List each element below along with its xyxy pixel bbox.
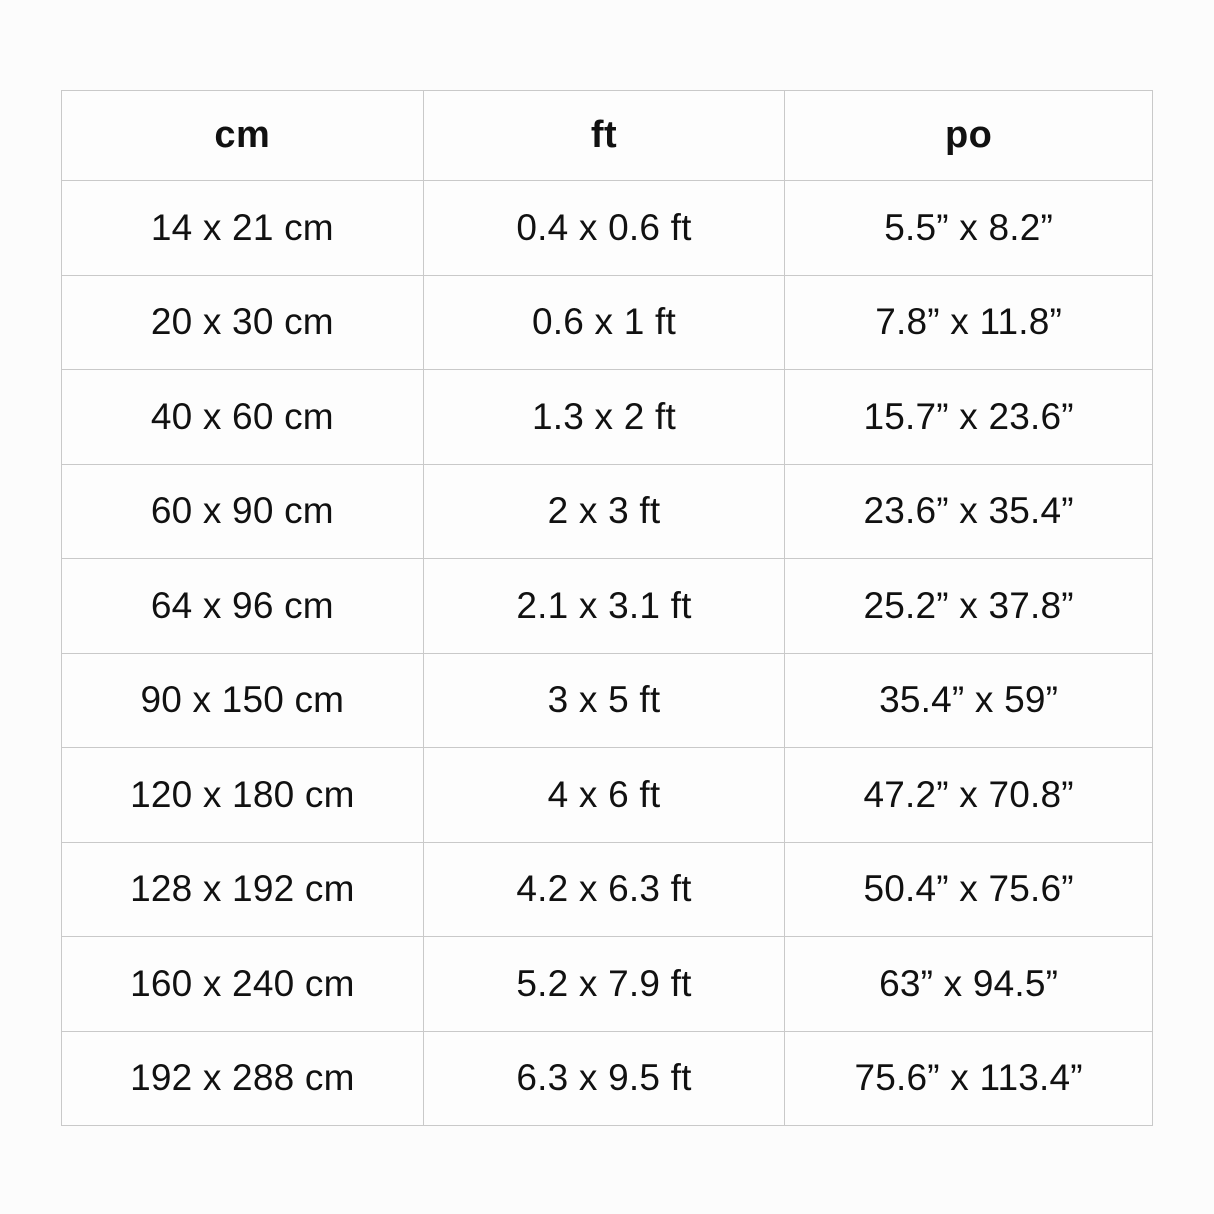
cell-po: 5.5” x 8.2” (784, 180, 1153, 276)
cell-ft: 3 x 5 ft (422, 652, 786, 748)
cell-cm: 128 x 192 cm (61, 841, 424, 937)
table-header-row: cm ft po (61, 90, 1153, 181)
column-header-po: po (784, 90, 1153, 181)
size-conversion-table: cm ft po 14 x 21 cm 0.4 x 0.6 ft 5.5” x … (61, 90, 1153, 1126)
cell-cm: 40 x 60 cm (61, 369, 424, 465)
table-row: 128 x 192 cm 4.2 x 6.3 ft 50.4” x 75.6” (61, 841, 1153, 937)
table-row: 14 x 21 cm 0.4 x 0.6 ft 5.5” x 8.2” (61, 180, 1153, 276)
cell-po: 75.6” x 113.4” (784, 1030, 1153, 1126)
cell-ft: 4.2 x 6.3 ft (422, 841, 786, 937)
cell-ft: 6.3 x 9.5 ft (422, 1030, 786, 1126)
cell-po: 15.7” x 23.6” (784, 369, 1153, 465)
cell-po: 25.2” x 37.8” (784, 558, 1153, 654)
cell-cm: 120 x 180 cm (61, 747, 424, 843)
cell-cm: 64 x 96 cm (61, 558, 424, 654)
table-row: 90 x 150 cm 3 x 5 ft 35.4” x 59” (61, 652, 1153, 748)
cell-po: 35.4” x 59” (784, 652, 1153, 748)
cell-cm: 20 x 30 cm (61, 274, 424, 370)
table-row: 60 x 90 cm 2 x 3 ft 23.6” x 35.4” (61, 463, 1153, 559)
cell-po: 23.6” x 35.4” (784, 463, 1153, 559)
table-header: cm ft po (61, 90, 1153, 181)
table-body: 14 x 21 cm 0.4 x 0.6 ft 5.5” x 8.2” 20 x… (61, 180, 1153, 1126)
cell-ft: 2 x 3 ft (422, 463, 786, 559)
table-row: 20 x 30 cm 0.6 x 1 ft 7.8” x 11.8” (61, 274, 1153, 370)
cell-cm: 14 x 21 cm (61, 180, 424, 276)
column-header-ft: ft (422, 90, 786, 181)
table-row: 160 x 240 cm 5.2 x 7.9 ft 63” x 94.5” (61, 936, 1153, 1032)
cell-cm: 192 x 288 cm (61, 1030, 424, 1126)
column-header-cm: cm (61, 90, 424, 181)
table-row: 120 x 180 cm 4 x 6 ft 47.2” x 70.8” (61, 747, 1153, 843)
size-conversion-table-container: cm ft po 14 x 21 cm 0.4 x 0.6 ft 5.5” x … (61, 90, 1153, 1126)
cell-po: 47.2” x 70.8” (784, 747, 1153, 843)
cell-cm: 160 x 240 cm (61, 936, 424, 1032)
cell-cm: 90 x 150 cm (61, 652, 424, 748)
cell-ft: 5.2 x 7.9 ft (422, 936, 786, 1032)
cell-ft: 1.3 x 2 ft (422, 369, 786, 465)
table-row: 192 x 288 cm 6.3 x 9.5 ft 75.6” x 113.4” (61, 1030, 1153, 1126)
cell-ft: 0.4 x 0.6 ft (422, 180, 786, 276)
cell-po: 7.8” x 11.8” (784, 274, 1153, 370)
cell-cm: 60 x 90 cm (61, 463, 424, 559)
cell-ft: 0.6 x 1 ft (422, 274, 786, 370)
cell-ft: 4 x 6 ft (422, 747, 786, 843)
table-row: 64 x 96 cm 2.1 x 3.1 ft 25.2” x 37.8” (61, 558, 1153, 654)
cell-po: 50.4” x 75.6” (784, 841, 1153, 937)
cell-po: 63” x 94.5” (784, 936, 1153, 1032)
table-row: 40 x 60 cm 1.3 x 2 ft 15.7” x 23.6” (61, 369, 1153, 465)
cell-ft: 2.1 x 3.1 ft (422, 558, 786, 654)
